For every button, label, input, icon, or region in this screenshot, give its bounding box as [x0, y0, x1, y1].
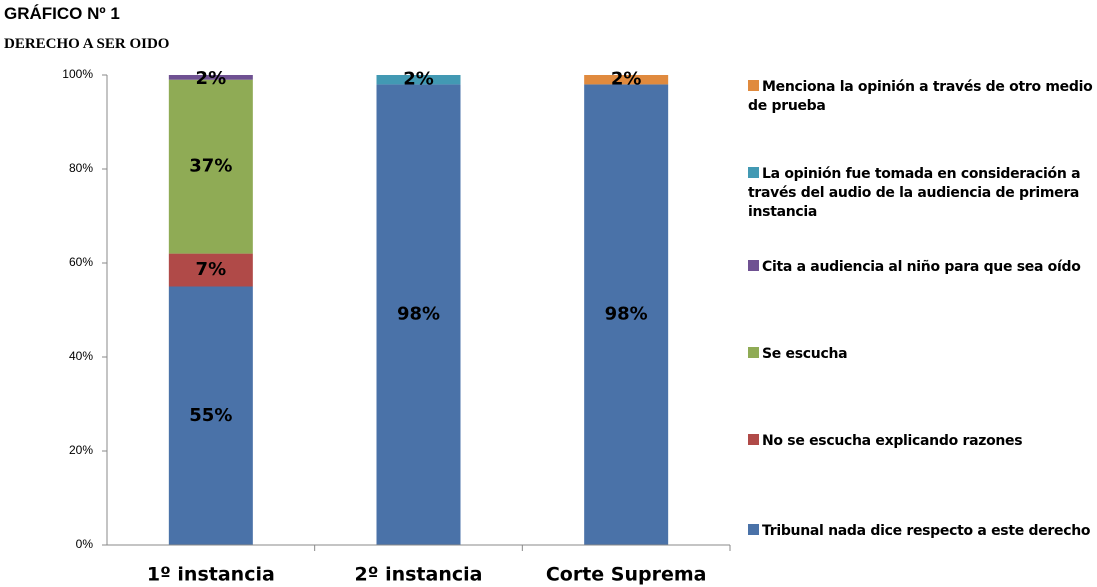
legend-swatch: [748, 524, 759, 535]
data-label: 2%: [196, 68, 227, 89]
data-label: 7%: [196, 259, 227, 280]
legend-item: La opinión fue tomada en consideración a…: [748, 165, 1093, 222]
legend-item: Menciona la opinión a través de otro med…: [748, 78, 1093, 116]
chart-subtitle: DERECHO A SER OIDO: [4, 36, 170, 52]
chart-title: GRÁFICO Nº 1: [4, 4, 120, 23]
legend-swatch: [748, 260, 759, 271]
bar-segment: [168, 253, 253, 287]
data-label: 98%: [605, 304, 648, 325]
legend-label: Tribunal nada dice respecto a este derec…: [762, 523, 1091, 539]
legend-label: Menciona la opinión a través de otro med…: [748, 79, 1093, 114]
bars: [168, 75, 669, 545]
legend-label: No se escucha explicando razones: [762, 433, 1023, 449]
legend-label: La opinión fue tomada en consideración a…: [748, 166, 1081, 220]
legend-item: No se escucha explicando razones: [748, 432, 1093, 451]
bar-segment: [584, 84, 669, 545]
data-label: 2%: [611, 69, 642, 90]
data-label: 98%: [397, 304, 440, 325]
x-tick-label: Corte Suprema: [546, 564, 707, 586]
legend-item: Tribunal nada dice respecto a este derec…: [748, 522, 1093, 541]
y-tick-label: 40%: [69, 349, 93, 363]
bar-segment: [376, 84, 461, 545]
y-tick-label: 100%: [62, 67, 93, 81]
bar-segment: [168, 286, 253, 545]
legend-swatch: [748, 434, 759, 445]
bar-segment: [168, 79, 253, 254]
legend-swatch: [748, 347, 759, 358]
legend-swatch: [748, 167, 759, 178]
legend-item: Se escucha: [748, 345, 1093, 364]
data-label: 37%: [189, 156, 232, 177]
x-tick-label: 2º instancia: [355, 564, 483, 586]
y-tick-label: 80%: [69, 161, 93, 175]
legend-label: Cita a audiencia al niño para que sea oí…: [762, 259, 1081, 275]
bar-segment: [584, 75, 669, 85]
legend-swatch: [748, 80, 759, 91]
data-label: 55%: [189, 405, 232, 426]
y-tick-label: 60%: [69, 255, 93, 269]
data-label: 2%: [403, 69, 434, 90]
legend-item: Cita a audiencia al niño para que sea oí…: [748, 258, 1093, 277]
bar-segment: [168, 75, 253, 80]
y-tick-label: 20%: [69, 443, 93, 457]
bar-segment: [376, 75, 461, 85]
y-tick-label: 0%: [76, 537, 94, 551]
x-tick-label: 1º instancia: [147, 564, 275, 586]
legend-label: Se escucha: [762, 346, 848, 362]
